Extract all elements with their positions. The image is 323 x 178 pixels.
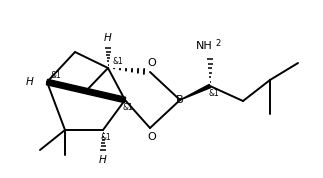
Text: &1: &1 <box>123 103 133 111</box>
Text: O: O <box>148 58 156 68</box>
Text: &1: &1 <box>209 88 219 98</box>
Text: O: O <box>148 132 156 142</box>
Text: &1: &1 <box>101 134 111 143</box>
Text: H: H <box>99 155 107 165</box>
Text: &1: &1 <box>51 72 61 80</box>
Text: &1: &1 <box>113 57 123 67</box>
Text: B: B <box>176 95 184 105</box>
Text: H: H <box>104 33 112 43</box>
Text: NH: NH <box>196 41 213 51</box>
Polygon shape <box>47 79 126 103</box>
Text: 2: 2 <box>215 39 220 48</box>
Polygon shape <box>180 84 211 100</box>
Text: H: H <box>26 77 34 87</box>
